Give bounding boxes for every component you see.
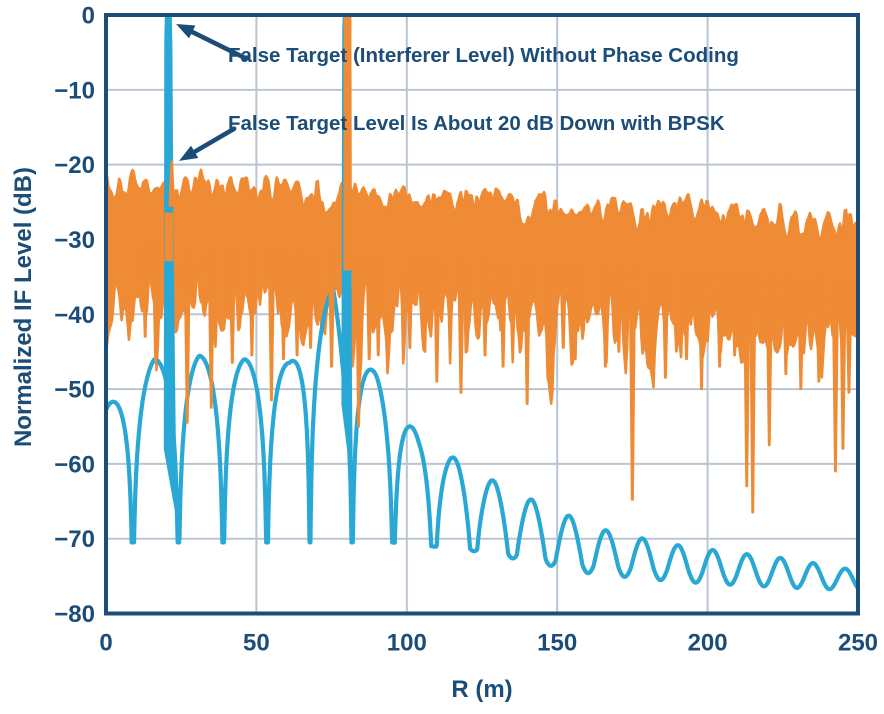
annotation-arrow-line-2 [188,126,237,157]
false-target-spike-20m [163,15,177,510]
noise-deep-spike [306,254,315,349]
no-coding-sidelobe-curve [106,286,858,592]
noise-deep-spike [374,258,382,357]
y-tick-label: −60 [54,451,95,478]
y-tick-label: −50 [54,377,95,404]
noise-deep-spike [839,281,847,450]
noise-deep-spike [207,249,215,409]
noise-deep-spike [433,260,441,383]
annotation-arrowhead-2 [179,145,199,161]
noise-deep-spike [293,253,301,357]
noise-deep-spike [715,274,724,368]
noise-deep-spike [406,259,414,349]
noise-deep-spike [327,255,336,368]
noise-deep-spike [481,263,489,357]
x-tick-label: 100 [387,630,427,657]
noise-deep-spike [615,269,623,353]
noise-deep-spike [151,246,160,364]
plot-frame [104,13,860,616]
annotation-false-target-with-bpsk: False Target Level Is About 20 dB Down w… [228,112,725,135]
noise-deep-spike [797,279,805,391]
noise-deep-spike [523,265,531,405]
x-tick-label: 200 [688,630,728,657]
noise-deep-spike [355,257,363,428]
annotation-false-target-without-coding: False Target (Interferer Level) Without … [228,44,739,67]
x-axis-title: R (m) [451,676,513,703]
y-tick-label: −70 [54,526,95,553]
noise-deep-spike [267,252,276,402]
y-tick-label: −10 [54,77,95,104]
tick-labels: 0−10−20−30−40−50−60−70−800 50 100 150 200 250 [54,3,878,657]
noise-deep-spike [279,253,288,361]
noise-deep-spike [571,267,579,361]
annotation-arrows [176,24,249,161]
orange-overlay-layer [141,15,853,514]
noise-deep-spike [845,281,853,394]
x-tick-label: 0 [99,630,112,657]
noise-deep-spike [782,278,790,376]
noise-deep-spike [457,262,465,394]
y-axis-title: Normalized IF Level (dB) [10,166,37,448]
y-tick-label: −80 [54,601,95,628]
y-tick-label: −40 [54,302,95,329]
noise-deep-spike [365,257,373,361]
noise-deep-spike [749,276,757,514]
noise-deep-spike [421,260,429,353]
no-coding-trace-layer [106,15,858,592]
noise-deep-spike [743,276,751,488]
noise-deep-spike [248,251,256,357]
noise-deep-spike [601,269,609,368]
noise-deep-spike [183,248,191,424]
annotation-arrow-line-1 [186,27,249,61]
noise-deep-spike [646,271,655,368]
x-tick-label: 150 [537,630,577,657]
noise-deep-spike [141,246,149,338]
noise-deep-spike [544,266,552,361]
noise-deep-spike [628,270,637,501]
noise-deep-spike [815,279,823,383]
noise-deep-spike [731,275,739,357]
y-tick-label: −20 [54,152,95,179]
annotation-arrowhead-1 [176,24,196,39]
residual-false-target-peak-22m [168,160,175,207]
noise-deep-spike [831,280,840,473]
y-tick-label: −30 [54,227,95,254]
noise-deep-spike [765,277,773,447]
noise-deep-spike [682,273,691,361]
noise-deep-spike [661,272,670,379]
noise-deep-spike [499,264,507,368]
noise-deep-spike [559,267,567,349]
noise-band-patch [164,212,174,262]
x-tick-label: 250 [838,630,878,657]
noise-deep-spike [697,274,706,391]
noise-deep-spike [228,250,236,364]
y-tick-label: 0 [82,3,95,30]
x-tick-label: 50 [243,630,270,657]
